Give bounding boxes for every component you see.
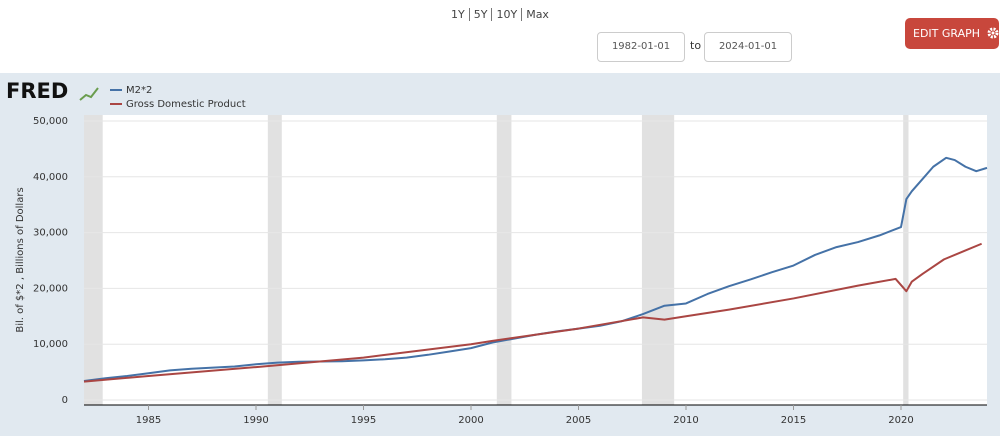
range-link[interactable]: 1Y [451,8,465,21]
x-tick-label: 2010 [673,415,698,426]
x-tick-label: 1995 [351,415,376,426]
date-joiner: to [690,39,702,52]
x-tick-label: 2015 [781,415,806,426]
recession-band [496,115,512,405]
x-tick-label: 2020 [888,415,913,426]
gear-icon [987,27,999,39]
recession-band [903,115,909,405]
x-tick-label: 2005 [566,415,591,426]
recession-band [84,115,103,405]
y-axis-label: Bil. of $*2 , Billions of Dollars [15,187,26,332]
y-tick-label: 30,000 [33,228,68,239]
range-link[interactable]: 10Y [491,8,522,21]
series-line [83,242,983,383]
x-tick-label: 1985 [136,415,161,426]
y-tick-label: 0 [62,395,68,406]
legend-label: Gross Domestic Product [126,99,246,110]
date-from[interactable]: 1982-01-01 [597,32,685,62]
y-tick-label: 20,000 [33,283,68,294]
legend-label: M2*2 [126,85,152,96]
x-tick-label: 2000 [458,415,483,426]
button-label: EDIT GRAPH [913,27,981,40]
range-links: 1Y 5Y 10Y Max [0,8,1000,21]
recession-band [267,115,282,405]
logo-icon [79,87,99,101]
recession-band [641,115,675,405]
range-link[interactable]: 5Y [468,8,492,21]
plot-area [84,115,987,405]
edit-graph-button[interactable]: EDIT GRAPH [905,18,999,49]
y-tick-label: 40,000 [33,172,68,183]
y-tick-label: 50,000 [33,116,68,127]
logo: FRED [6,79,68,103]
y-tick-label: 10,000 [33,339,68,350]
date-to[interactable]: 2024-01-01 [704,32,792,62]
range-link[interactable]: Max [521,8,553,21]
x-tick-label: 1990 [243,415,268,426]
